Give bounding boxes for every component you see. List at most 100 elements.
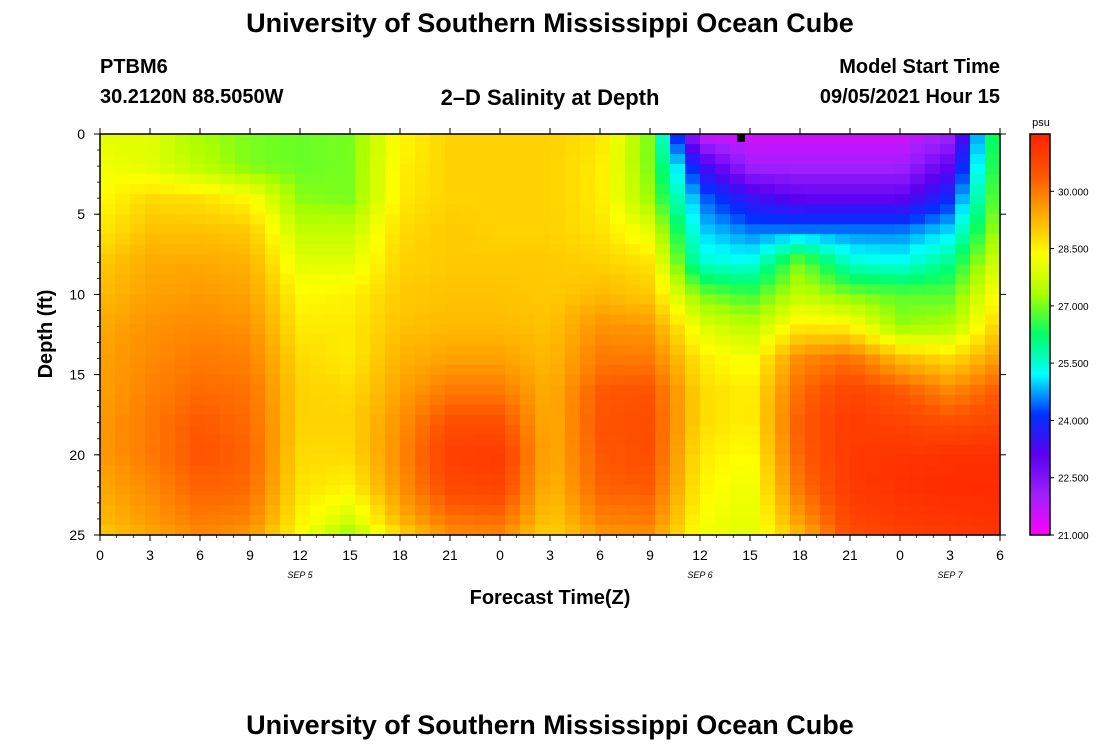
heatmap-cell <box>220 304 236 316</box>
heatmap-cell <box>760 244 776 255</box>
heatmap-cell <box>100 444 116 456</box>
heatmap-cell <box>370 474 386 486</box>
heatmap-cell <box>865 134 881 145</box>
heatmap-cell <box>205 164 221 175</box>
heatmap-cell <box>745 244 761 255</box>
heatmap-cell <box>415 194 431 205</box>
heatmap-cell <box>490 164 506 175</box>
heatmap-cell <box>220 504 236 516</box>
heatmap-cell <box>850 524 866 536</box>
heatmap-cell <box>670 254 686 265</box>
heatmap-cell <box>970 244 986 255</box>
heatmap-cell <box>415 174 431 185</box>
heatmap-cell <box>670 374 686 386</box>
heatmap-cell <box>130 464 146 476</box>
heatmap-cell <box>640 404 656 416</box>
heatmap-cell <box>640 484 656 496</box>
heatmap-cell <box>910 164 926 175</box>
heatmap-cell <box>580 154 596 165</box>
heatmap-cell <box>760 154 776 165</box>
heatmap-cell <box>880 374 896 386</box>
heatmap-cell <box>295 464 311 476</box>
heatmap-cell <box>640 364 656 376</box>
heatmap-cell <box>475 314 491 326</box>
heatmap-cell <box>355 264 371 275</box>
heatmap-cell <box>505 474 521 486</box>
heatmap-cell <box>100 224 116 235</box>
heatmap-cell <box>355 154 371 165</box>
heatmap-cell <box>415 294 431 306</box>
heatmap-cell <box>595 194 611 205</box>
heatmap-cell <box>265 324 281 336</box>
heatmap-cell <box>145 414 161 426</box>
heatmap-cell <box>145 494 161 506</box>
heatmap-cell <box>925 444 941 456</box>
heatmap-cell <box>460 334 476 346</box>
heatmap-cell <box>280 174 296 185</box>
heatmap-cell <box>985 314 1001 326</box>
heatmap-cell <box>520 224 536 235</box>
heatmap-cell <box>670 404 686 416</box>
heatmap-cell <box>760 384 776 396</box>
colorbar-label: 30.000 <box>1058 187 1089 198</box>
heatmap-cell <box>985 344 1001 356</box>
heatmap-cell <box>250 314 266 326</box>
heatmap-cell <box>100 134 116 145</box>
heatmap-cell <box>355 444 371 456</box>
heatmap-cell <box>220 324 236 336</box>
heatmap-cell <box>235 324 251 336</box>
heatmap-cell <box>430 194 446 205</box>
heatmap-cell <box>610 434 626 446</box>
heatmap-cell <box>610 464 626 476</box>
heatmap-cell <box>190 254 206 265</box>
heatmap-cell <box>805 394 821 406</box>
heatmap-cell <box>190 264 206 275</box>
heatmap-cell <box>505 274 521 285</box>
heatmap-cell <box>655 264 671 275</box>
heatmap-cell <box>580 364 596 376</box>
heatmap-cell <box>565 374 581 386</box>
heatmap-cell <box>370 184 386 195</box>
heatmap-cell <box>610 324 626 336</box>
heatmap-cell <box>940 514 956 526</box>
heatmap-cell <box>445 164 461 175</box>
heatmap-cell <box>535 334 551 346</box>
heatmap-cell <box>865 224 881 235</box>
heatmap-cell <box>355 204 371 215</box>
heatmap-cell <box>100 244 116 255</box>
heatmap-cell <box>595 514 611 526</box>
heatmap-cell <box>370 504 386 516</box>
heatmap-cell <box>595 394 611 406</box>
heatmap-cell <box>745 484 761 496</box>
heatmap-cell <box>505 364 521 376</box>
heatmap-cell <box>175 434 191 446</box>
heatmap-cell <box>640 474 656 486</box>
heatmap-cell <box>565 264 581 275</box>
heatmap-cell <box>775 324 791 336</box>
heatmap-cell <box>235 294 251 306</box>
heatmap-cell <box>550 404 566 416</box>
heatmap-cell <box>250 404 266 416</box>
heatmap-cell <box>550 134 566 145</box>
heatmap-cell <box>535 254 551 265</box>
heatmap-cell <box>370 264 386 275</box>
heatmap-cell <box>895 314 911 326</box>
heatmap-cell <box>190 504 206 516</box>
heatmap-cell <box>190 354 206 366</box>
heatmap-cell <box>910 274 926 285</box>
heatmap-cell <box>520 374 536 386</box>
heatmap-cell <box>550 154 566 165</box>
heatmap-cell <box>925 274 941 285</box>
heatmap-cell <box>145 154 161 165</box>
heatmap-cell <box>835 404 851 416</box>
heatmap-cell <box>775 154 791 165</box>
heatmap-cell <box>580 424 596 436</box>
heatmap-cell <box>430 474 446 486</box>
heatmap-cell <box>175 354 191 366</box>
heatmap-cell <box>475 284 491 295</box>
heatmap-cell <box>175 174 191 185</box>
heatmap-cell <box>655 194 671 205</box>
heatmap-cell <box>475 464 491 476</box>
heatmap-cell <box>595 314 611 326</box>
heatmap-cell <box>865 484 881 496</box>
